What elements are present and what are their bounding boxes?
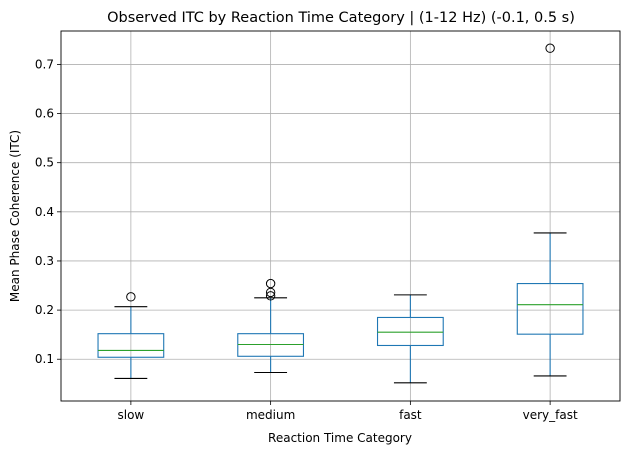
x-axis-label: Reaction Time Category [268, 431, 412, 445]
iqr-box [97, 333, 165, 358]
outlier-point [265, 278, 276, 289]
x-tick-label: medium [246, 408, 295, 422]
box-slow [97, 292, 165, 379]
x-tick-label: slow [118, 408, 145, 422]
y-tick-label: 0.2 [35, 303, 54, 317]
y-tick-label: 0.6 [35, 107, 54, 121]
x-tick-label: fast [399, 408, 422, 422]
ticks: slow medium fast very_fast 0.1 0.2 0.3 0.4 0.5 0.… [35, 57, 578, 422]
y-tick-label: 0.7 [35, 57, 54, 71]
y-axis-label: Mean Phase Coherence (ITC) [8, 130, 22, 302]
grid [61, 31, 620, 401]
box-very_fast [516, 43, 584, 377]
y-tick-label: 0.3 [35, 254, 54, 268]
outlier-point [545, 43, 555, 53]
box-fast [376, 294, 444, 384]
outlier-point [126, 292, 136, 302]
iqr-box [376, 316, 444, 347]
iqr-box [516, 283, 584, 335]
plot-frame [60, 30, 621, 402]
y-tick-label: 0.4 [35, 205, 54, 219]
chart-title: Observed ITC by Reaction Time Category |… [107, 10, 575, 26]
y-tick-label: 0.5 [35, 156, 54, 170]
box-medium [237, 278, 305, 374]
boxes [97, 43, 584, 384]
outlier-point [265, 291, 276, 301]
x-tick-label: very_fast [523, 408, 578, 422]
y-tick-label: 0.1 [35, 352, 54, 366]
